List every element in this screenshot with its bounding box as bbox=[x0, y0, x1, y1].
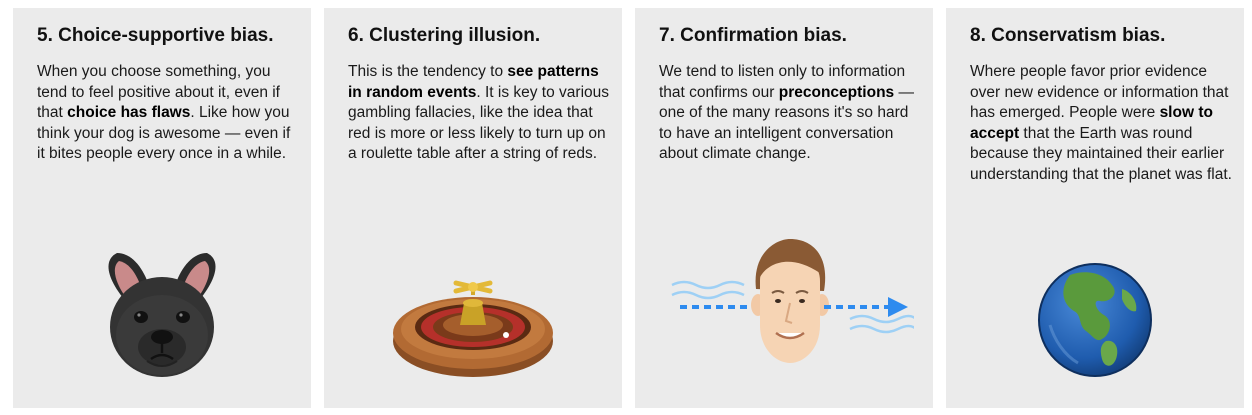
card-title: 7. Confirmation bias. bbox=[659, 25, 847, 46]
bias-card-clustering-illusion: 6. Clustering illusion. This is the tend… bbox=[324, 8, 622, 408]
card-title: 6. Clustering illusion. bbox=[348, 25, 541, 46]
card-illustration bbox=[635, 233, 933, 408]
roulette-wheel-icon bbox=[393, 280, 553, 377]
head-with-arrow-icon bbox=[671, 239, 914, 363]
text-segment-bold: see patterns in random events bbox=[348, 63, 599, 101]
card-illustration bbox=[946, 233, 1244, 408]
card-description: This is the tendency to see patterns in … bbox=[348, 62, 610, 165]
card-description: Where people favor prior evidence over n… bbox=[970, 62, 1232, 185]
text-segment: When you choose something, you tend to f… bbox=[37, 63, 280, 121]
french-bulldog-icon bbox=[108, 253, 216, 377]
card-illustration bbox=[13, 233, 311, 408]
text-segment: We tend to listen only to information th… bbox=[659, 63, 906, 101]
card-illustration bbox=[324, 233, 622, 408]
earth-globe-icon bbox=[1038, 263, 1152, 377]
text-segment: that the Earth was round because they ma… bbox=[970, 124, 1232, 183]
card-description: We tend to listen only to information th… bbox=[659, 62, 921, 165]
text-segment-bold: slow to accept bbox=[970, 104, 1213, 142]
text-segment-bold: preconceptions bbox=[778, 83, 895, 101]
text-segment-bold: choice has flaws bbox=[67, 104, 191, 121]
card-description: When you choose something, you tend to f… bbox=[37, 62, 299, 165]
card-title: 5. Choice-supportive bias. bbox=[37, 25, 274, 46]
text-segment: — one of the many reasons it's so hard t… bbox=[659, 83, 914, 163]
bias-card-confirmation: 7. Confirmation bias. We tend to listen … bbox=[635, 8, 933, 408]
text-segment: . It is key to various gambling fallacie… bbox=[348, 83, 610, 163]
bias-card-conservatism: 8. Conservatism bias. Where people favor… bbox=[946, 8, 1244, 408]
text-segment: Where people favor prior evidence over n… bbox=[970, 63, 1229, 121]
text-segment: . Like how you think your dog is awesome… bbox=[37, 104, 291, 162]
text-segment: This is the tendency to bbox=[348, 63, 508, 80]
bias-card-choice-supportive: 5. Choice-supportive bias. When you choo… bbox=[13, 8, 311, 408]
card-title: 8. Conservatism bias. bbox=[970, 25, 1166, 46]
